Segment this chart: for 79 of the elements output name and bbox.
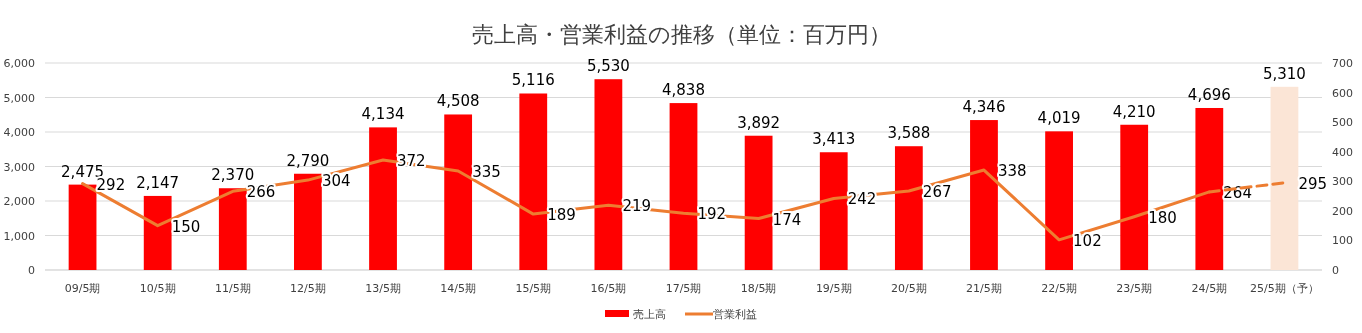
data-label: 2,790 [286, 151, 330, 170]
data-label: 4,019 [1037, 109, 1081, 128]
x-tick-label: 19/5期 [815, 282, 852, 295]
data-label: 189 [547, 206, 576, 225]
x-tick-label: 20/5期 [891, 282, 927, 295]
bar [369, 127, 397, 270]
x-tick-label: 14/5期 [440, 282, 476, 295]
data-label: 2,147 [136, 173, 180, 192]
bar [143, 195, 172, 270]
data-label: 4,210 [1112, 102, 1156, 121]
x-tick-label: 23/5期 [1116, 282, 1153, 295]
x-tick-label: 16/5期 [590, 282, 627, 295]
bar [218, 188, 247, 270]
x-tick-label: 10/5期 [139, 282, 176, 295]
data-label: 174 [772, 210, 802, 229]
x-tick-label: 21/5期 [966, 282, 1002, 295]
data-label: 2,370 [211, 166, 255, 185]
bar [444, 114, 473, 270]
data-label: 5,310 [1262, 64, 1306, 83]
x-tick-label: 09/5期 [64, 282, 101, 295]
y-tick-label: 3,000 [3, 160, 35, 174]
data-label: 3,892 [737, 113, 781, 132]
data-label: 4,508 [436, 92, 480, 111]
data-label: 3,588 [887, 124, 931, 143]
data-label: 335 [472, 162, 501, 181]
bar [1120, 124, 1149, 270]
data-label: 3,413 [812, 130, 856, 149]
data-label: 266 [246, 183, 276, 202]
data-label: 4,134 [361, 105, 405, 124]
y2-tick-label: 100 [1332, 234, 1353, 248]
x-tick-label: 18/5期 [740, 282, 777, 295]
bar [294, 173, 322, 270]
legend-label: 営業利益 [713, 308, 757, 321]
bar [519, 93, 548, 270]
bar [594, 79, 623, 270]
data-label: 304 [321, 172, 351, 191]
bar [669, 103, 698, 270]
y2-tick-label: 300 [1332, 175, 1353, 189]
bar [1270, 86, 1299, 270]
y-tick-label: 0 [28, 264, 35, 277]
y2-tick-label: 0 [1332, 264, 1339, 277]
y-tick-label: 2,000 [3, 195, 35, 208]
bar [970, 120, 998, 270]
bar [1045, 131, 1073, 270]
data-label: 4,838 [662, 81, 705, 100]
bar [68, 184, 97, 270]
data-label: 180 [1148, 208, 1177, 227]
data-label: 338 [997, 162, 1027, 181]
y2-tick-label: 400 [1332, 145, 1353, 159]
bar [1195, 107, 1224, 270]
y-tick-label: 5,000 [3, 91, 35, 105]
x-tick-label: 25/5期（予） [1250, 282, 1319, 295]
x-tick-label: 12/5期 [290, 282, 326, 295]
x-tick-label: 22/5期 [1041, 282, 1077, 295]
bar [744, 135, 773, 270]
x-tick-label: 17/5期 [665, 282, 702, 295]
bar [894, 146, 923, 270]
y-tick-label: 4,000 [3, 126, 35, 139]
data-label: 150 [171, 217, 201, 236]
x-tick-label: 15/5期 [515, 282, 552, 295]
x-tick-label: 13/5期 [365, 282, 401, 295]
y2-tick-label: 600 [1332, 86, 1353, 100]
y2-tick-label: 200 [1332, 204, 1353, 218]
data-label: 295 [1298, 174, 1328, 193]
data-label: 5,116 [511, 71, 555, 90]
y2-tick-label: 500 [1332, 116, 1353, 130]
x-tick-label: 11/5期 [214, 282, 251, 295]
y2-tick-label: 700 [1332, 57, 1353, 70]
data-label: 5,530 [586, 57, 630, 76]
data-label: 267 [922, 183, 952, 202]
data-label: 4,696 [1187, 85, 1231, 104]
chart-title: 売上高・営業利益の推移（単位：百万円） [471, 22, 891, 47]
y-tick-label: 6,000 [3, 57, 35, 70]
y-tick-label: 1,000 [3, 229, 35, 243]
legend-label: 売上高 [633, 308, 666, 321]
data-label: 102 [1073, 231, 1102, 250]
x-tick-label: 24/5期 [1191, 282, 1228, 295]
bar [819, 152, 848, 270]
data-label: 4,346 [962, 98, 1006, 117]
